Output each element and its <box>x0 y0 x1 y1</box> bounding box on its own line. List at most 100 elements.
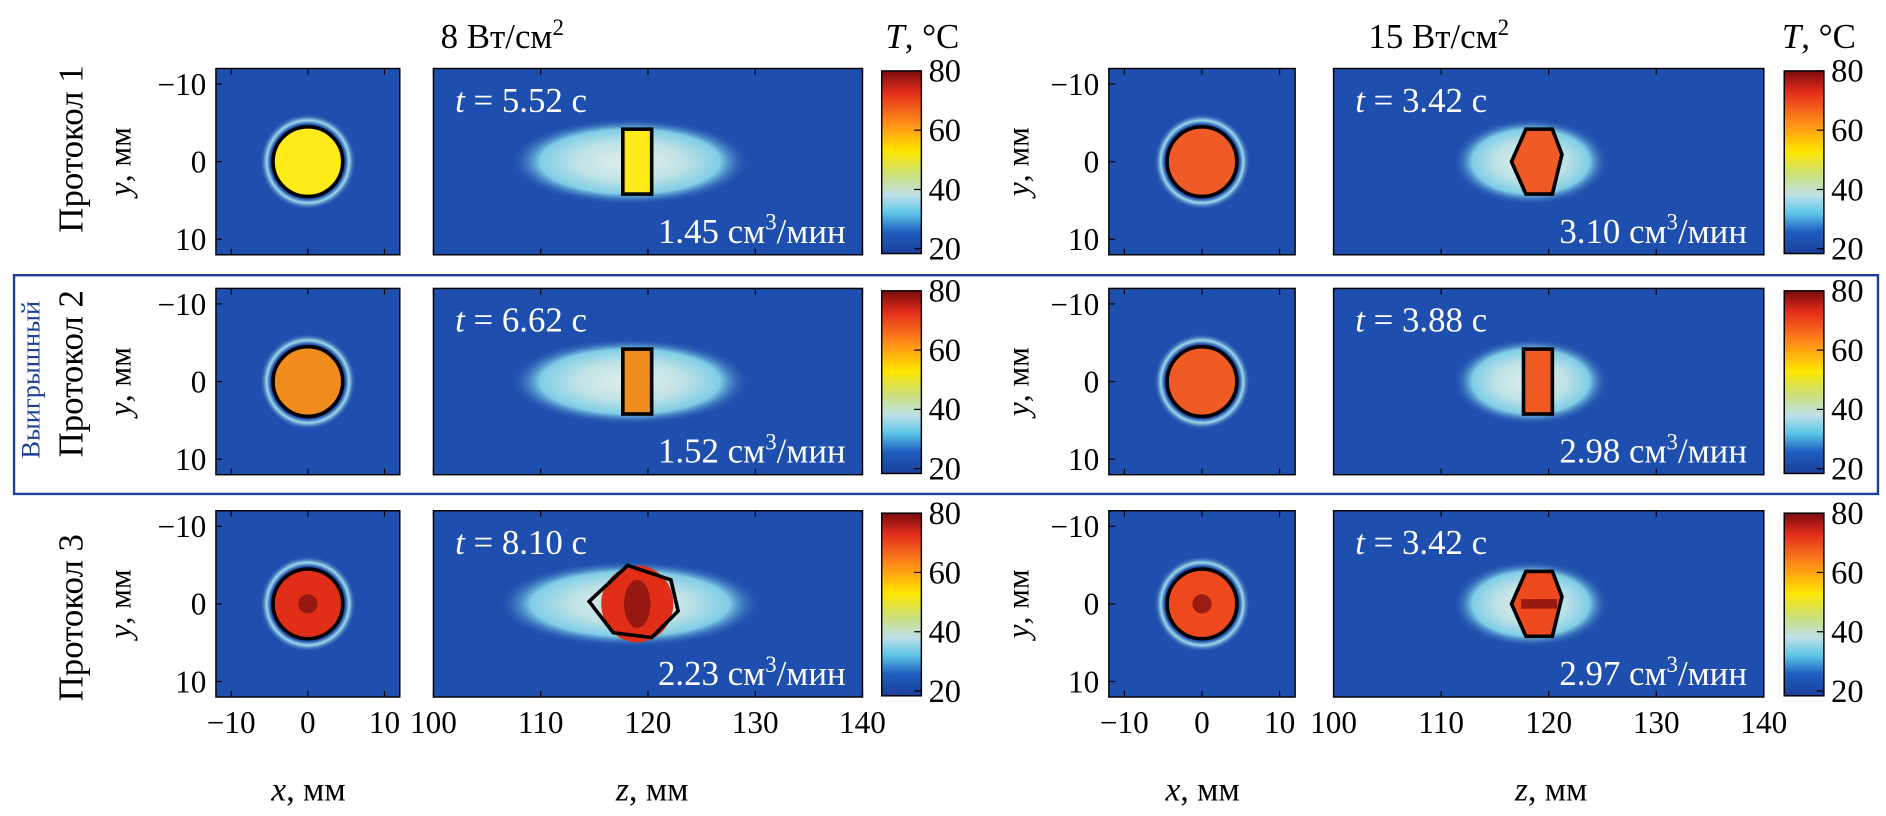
x-tick-label: 10 <box>1264 705 1295 740</box>
y-tick-label: −10 <box>157 67 206 102</box>
time-annotation: t = 6.62 с <box>455 301 587 340</box>
colorbar <box>1783 512 1825 697</box>
colorbar-tick-label: 80 <box>1831 496 1863 532</box>
colorbar-title: T, °C <box>1782 17 1856 56</box>
column-title: 15 Вт/см2 <box>1368 15 1509 56</box>
heatmap-panel-group: −10 0 10 y, мм t = 3.88 с 2.98 см3/мин 20 40 60 8… <box>1000 274 1863 488</box>
cross-y-axis-label: y, мм <box>1000 569 1035 641</box>
colorbar-tick-label: 40 <box>929 172 961 208</box>
heatmap-panel-group: −10 0 10 y, мм t = 3.42 с 3.10 см3/мин 20 40 60 8… <box>1000 54 1863 268</box>
colorbar <box>1783 290 1825 475</box>
row-label: Протокол 1 <box>52 65 91 232</box>
colorbar-tick-label: 40 <box>929 615 961 651</box>
lesion-boundary <box>1165 344 1239 419</box>
y-tick-label: 0 <box>1084 587 1100 622</box>
z-tick-label: 100 <box>1310 705 1357 740</box>
lesion-boundary <box>271 124 345 199</box>
y-tick-label: 0 <box>1084 144 1100 179</box>
long-x-axis-label: z, мм <box>615 771 688 808</box>
winner-label: Выигрышный <box>15 301 45 459</box>
colorbar-tick-label: 20 <box>929 232 961 268</box>
colorbar-tick-label: 40 <box>1831 615 1863 651</box>
lesion-boundary <box>1521 347 1555 416</box>
colorbar-tick-label: 60 <box>929 113 961 149</box>
lesion-boundary <box>271 567 345 641</box>
colorbar <box>880 70 923 255</box>
colorbar-tick-label: 40 <box>929 392 961 428</box>
z-tick-label: 130 <box>1633 705 1680 740</box>
y-tick-label: −10 <box>1050 509 1099 544</box>
colorbar-tick-label: 20 <box>1831 674 1863 710</box>
time-annotation: t = 3.42 с <box>1355 81 1487 120</box>
colorbar-tick-label: 20 <box>1831 232 1863 268</box>
cross-y-axis-label: y, мм <box>1000 127 1035 199</box>
volume-annotation: 1.52 см3/мин <box>658 429 846 470</box>
colorbar-tick-label: 60 <box>929 555 961 591</box>
heat-core <box>1168 347 1236 416</box>
volume-annotation: 3.10 см3/мин <box>1559 210 1747 251</box>
column-title: 8 Вт/см2 <box>441 15 564 56</box>
z-tick-label: 110 <box>518 705 564 740</box>
heat-peak <box>298 594 318 614</box>
cross-y-axis-label: y, мм <box>103 347 138 419</box>
colorbar-tick-label: 60 <box>1831 333 1863 369</box>
lesion-boundary <box>621 127 654 196</box>
lesion-boundary <box>1509 127 1564 196</box>
heat-core <box>1168 127 1236 196</box>
y-tick-label: 0 <box>191 587 207 622</box>
colorbar-tick-label: 80 <box>929 274 961 310</box>
cross-x-axis-label: x, мм <box>270 771 345 808</box>
y-tick-label: −10 <box>1050 67 1099 102</box>
y-tick-label: 0 <box>191 364 207 399</box>
lesion-boundary <box>271 344 345 419</box>
volume-annotation: 1.45 см3/мин <box>658 210 846 251</box>
colorbar-tick-label: 40 <box>1831 392 1863 428</box>
y-tick-label: 10 <box>175 222 206 257</box>
colorbar-tick-label: 40 <box>1831 172 1863 208</box>
heat-peak <box>624 579 651 628</box>
heat-peak <box>1192 594 1212 614</box>
y-tick-label: −10 <box>157 287 206 322</box>
z-tick-label: 110 <box>1418 705 1464 740</box>
colorbar-tick-label: 20 <box>1831 452 1863 488</box>
heat-peak <box>1521 599 1558 609</box>
x-tick-label: 0 <box>1194 705 1210 740</box>
y-tick-label: 10 <box>1068 222 1099 257</box>
colorbar-tick-label: 60 <box>1831 113 1863 149</box>
heatmap-panel-group: −10 0 10 y, мм t = 8.10 с 2.23 см3/мин 20 40 60 8… <box>103 496 961 710</box>
volume-annotation: 2.97 см3/мин <box>1559 652 1747 693</box>
winner-highlight-box <box>12 274 1880 496</box>
time-annotation: t = 3.88 с <box>1355 301 1487 340</box>
y-tick-label: 10 <box>175 664 206 699</box>
colorbar <box>880 290 923 475</box>
colorbar-tick-label: 80 <box>1831 274 1863 310</box>
lesion-boundary <box>1165 567 1239 641</box>
y-tick-label: 10 <box>175 442 206 477</box>
colorbar-tick-label: 80 <box>929 54 961 90</box>
x-tick-label: −10 <box>207 705 256 740</box>
z-tick-label: 100 <box>410 705 457 740</box>
x-tick-label: 0 <box>300 705 316 740</box>
colorbar <box>1783 70 1825 255</box>
z-tick-label: 130 <box>732 705 779 740</box>
cross-x-axis-label: x, мм <box>1164 771 1239 808</box>
x-tick-label: 10 <box>369 705 400 740</box>
heatmap-panel-group: −10 0 10 y, мм t = 3.42 с 2.97 см3/мин 20 40 60 8… <box>1000 496 1863 710</box>
time-annotation: t = 3.42 с <box>1355 523 1487 562</box>
cross-y-axis-label: y, мм <box>103 569 138 641</box>
lesion-boundary <box>621 347 654 416</box>
heat-core <box>274 347 342 416</box>
lesion-boundary <box>1165 124 1239 199</box>
heatmap-panel-group: −10 0 10 y, мм t = 6.62 с 1.52 см3/мин 20 40 60 8… <box>103 274 961 488</box>
y-tick-label: 10 <box>1068 442 1099 477</box>
colorbar-title: T, °C <box>885 17 959 56</box>
long-x-axis-label: z, мм <box>1514 771 1587 808</box>
time-annotation: t = 5.52 с <box>455 81 587 120</box>
cross-y-axis-label: y, мм <box>1000 347 1035 419</box>
volume-annotation: 2.23 см3/мин <box>658 652 846 693</box>
colorbar-tick-label: 20 <box>929 452 961 488</box>
time-annotation: t = 8.10 с <box>455 523 587 562</box>
z-tick-label: 120 <box>1525 705 1572 740</box>
y-tick-label: −10 <box>1050 287 1099 322</box>
